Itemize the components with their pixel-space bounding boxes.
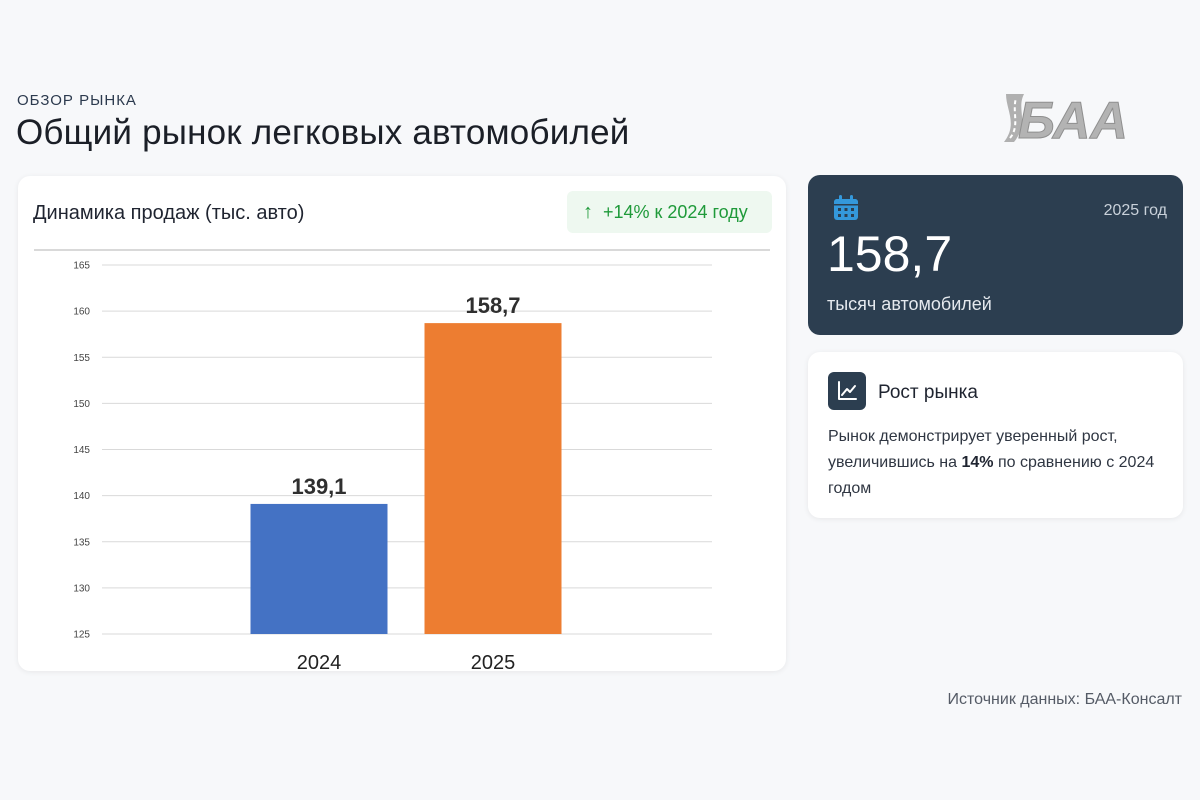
label-layer: 139,1 2024 158,7 2025 — [291, 293, 520, 671]
section-eyebrow: ОБЗОР РЫНКА — [17, 92, 137, 109]
y-tick-label: 165 — [73, 261, 90, 272]
x-tick-label: 2024 — [297, 652, 342, 671]
baa-logo: БАА — [1004, 92, 1128, 146]
logo-text: БАА — [1018, 92, 1128, 146]
bar-value-label: 139,1 — [291, 474, 346, 499]
chart-card: Динамика продаж (тыс. авто) ↑ +14% к 202… — [18, 176, 786, 671]
kpi-year: 2025 год — [1103, 202, 1167, 219]
bar-value-label: 158,7 — [465, 293, 520, 318]
calendar-icon — [834, 195, 858, 220]
info-title: Рост рынка — [878, 382, 978, 403]
y-tick-label: 160 — [73, 307, 90, 318]
info-card: Рост рынка Рынок демонстрирует уверенный… — [808, 352, 1183, 518]
y-tick-label: 130 — [73, 583, 90, 594]
road-swoosh-icon — [1004, 94, 1024, 142]
bar-chart: 125 130 135 140 145 150 155 160 165 139,1 2024 158… — [34, 249, 770, 671]
info-text: Рынок демонстрирует уверенный рост, увел… — [828, 424, 1168, 502]
data-source: Источник данных: БАА-Консалт — [947, 691, 1182, 708]
info-text-after: по сравнению с 2024 годом — [828, 454, 1155, 497]
growth-badge-text: +14% к 2024 году — [603, 201, 748, 222]
grid-layer: 125 130 135 140 145 150 155 160 165 — [73, 261, 712, 641]
info-text-before: Рынок демонстрирует уверенный рост, увел… — [828, 428, 1118, 471]
bar-2024 — [250, 503, 388, 634]
arrow-up-icon: ↑ — [583, 201, 593, 223]
y-tick-label: 140 — [73, 491, 90, 502]
bar-2025 — [424, 323, 562, 634]
y-tick-label: 135 — [73, 537, 90, 548]
kpi-value: 158,7 — [827, 226, 953, 282]
y-tick-label: 145 — [73, 445, 90, 456]
x-tick-label: 2025 — [471, 652, 516, 671]
info-text-bold: 14% — [961, 454, 994, 471]
chart-line-icon — [828, 372, 866, 410]
kpi-card: 2025 год 158,7 тысяч автомобилей — [808, 175, 1183, 335]
page-title: Общий рынок легковых автомобилей — [16, 113, 630, 152]
bar-layer — [250, 323, 562, 634]
growth-badge: ↑ +14% к 2024 году — [567, 191, 772, 233]
y-tick-label: 125 — [73, 630, 90, 641]
y-tick-label: 150 — [73, 399, 90, 410]
y-tick-label: 155 — [73, 353, 90, 364]
chart-title: Динамика продаж (тыс. авто) — [33, 202, 305, 224]
kpi-unit: тысяч автомобилей — [827, 294, 992, 314]
